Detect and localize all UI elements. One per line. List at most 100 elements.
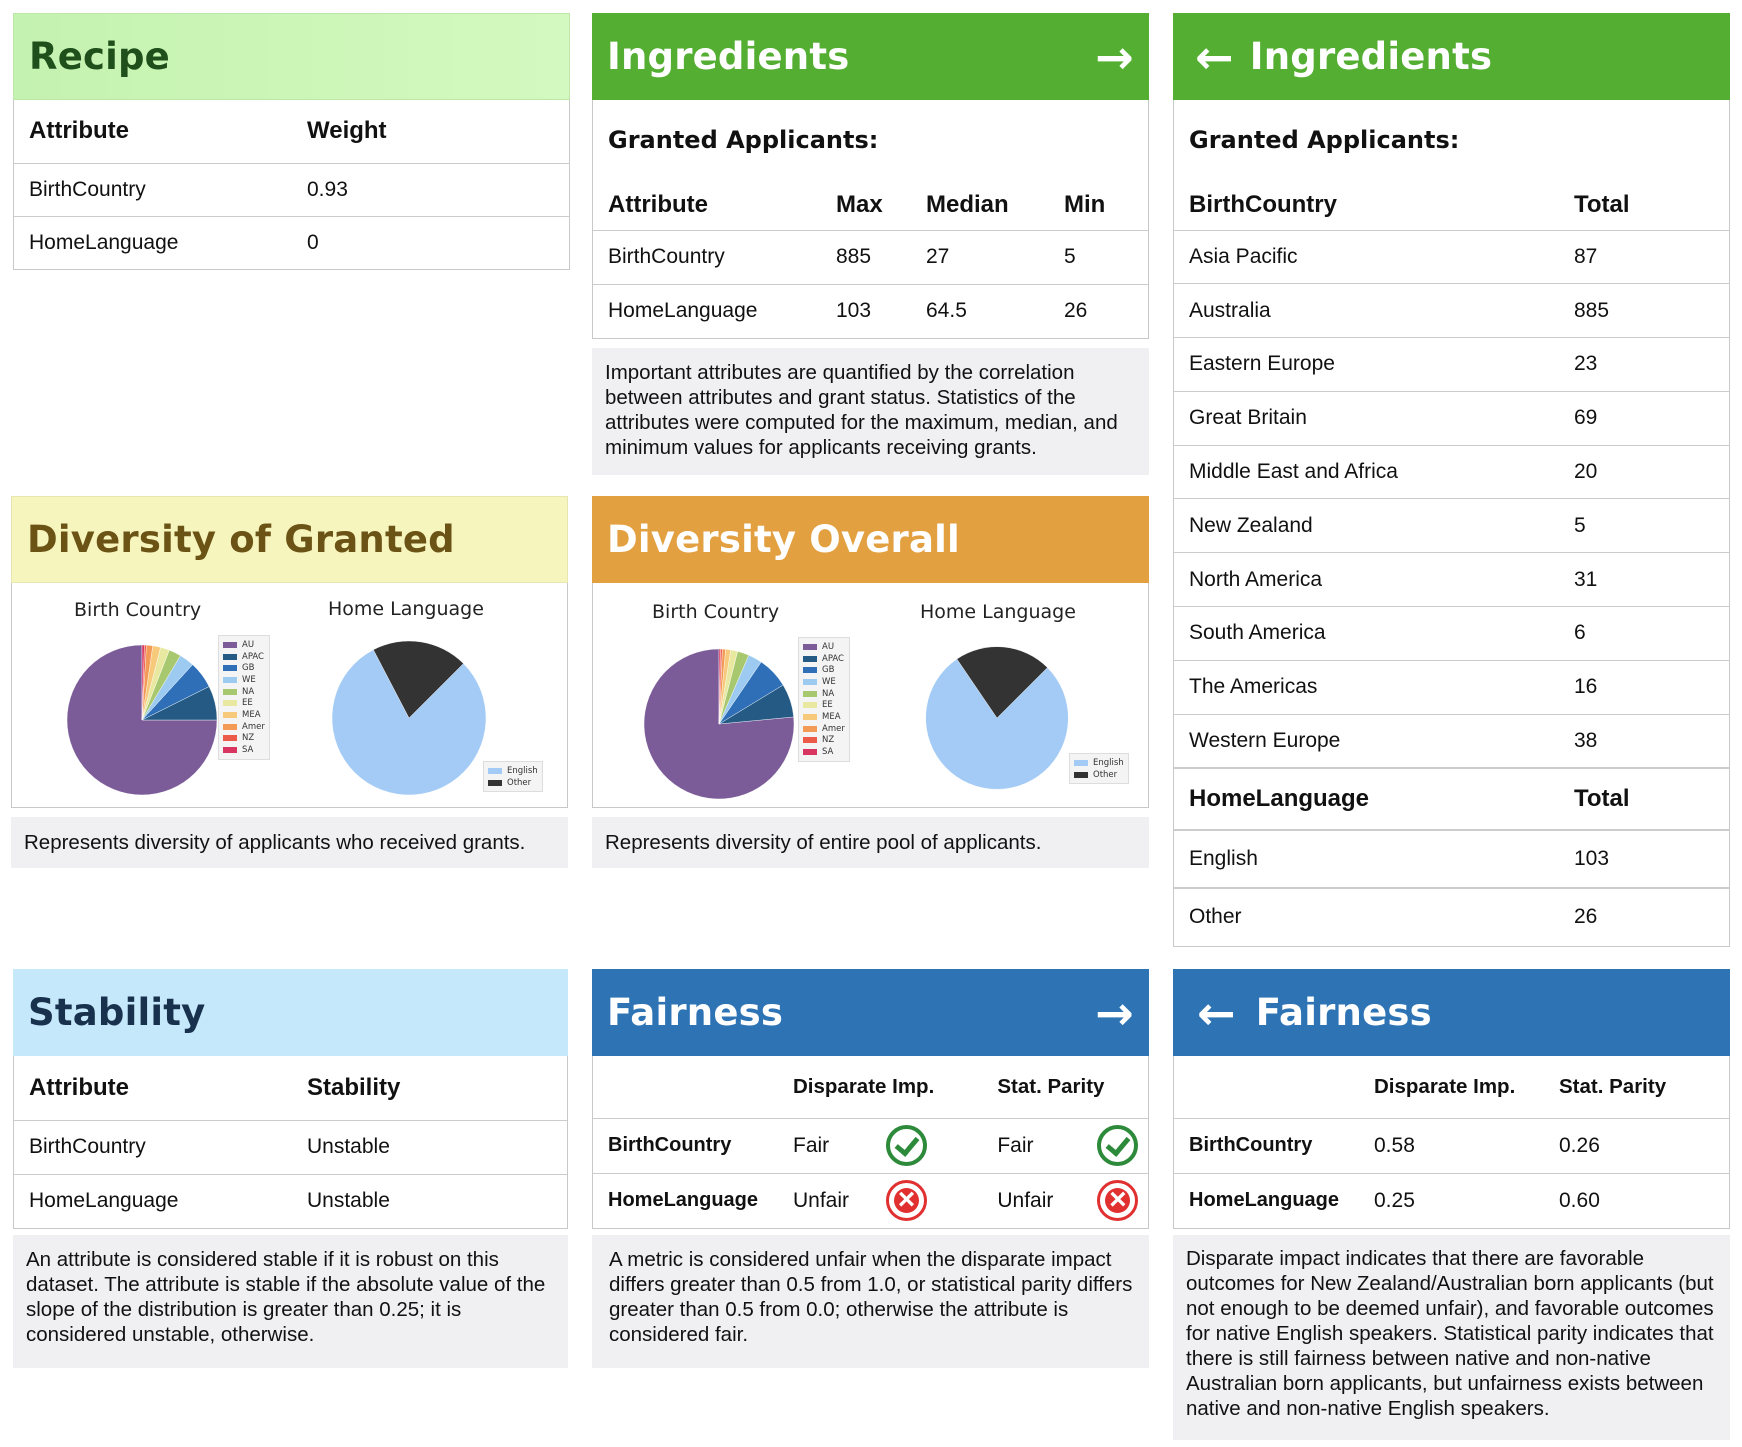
recipe-header-attribute: Attribute bbox=[29, 117, 129, 145]
legend-item: AU bbox=[803, 641, 845, 653]
recipe-header: Recipe bbox=[13, 13, 570, 100]
table-row: Middle East and Africa 20 bbox=[1174, 445, 1729, 499]
cell: 885 bbox=[836, 245, 872, 268]
col-header: Max bbox=[836, 190, 883, 218]
cell: Fair bbox=[793, 1133, 830, 1157]
ingredients-detail-card: ← Ingredients Granted Applicants: BirthC… bbox=[1173, 13, 1730, 947]
recipe-header-weight: Weight bbox=[307, 117, 387, 145]
cell: Australia bbox=[1189, 298, 1271, 322]
legend-item: APAC bbox=[223, 651, 265, 663]
fairness-note: A metric is considered unfair when the d… bbox=[592, 1235, 1149, 1368]
legend-birth-country: AU APAC GB WE NA EE MEA Amer NZ SA bbox=[218, 635, 270, 760]
recipe-table-box: Attribute Weight BirthCountry 0.93 HomeLan… bbox=[13, 100, 570, 270]
legend-label: MEA bbox=[242, 709, 261, 720]
table-row: Western Europe 38 bbox=[1174, 714, 1729, 768]
ingredients-title: Ingredients bbox=[607, 35, 850, 78]
recipe-table: Attribute Weight BirthCountry 0.93 HomeLan… bbox=[14, 100, 569, 269]
table-row: South America 6 bbox=[1174, 607, 1729, 661]
cell: South America bbox=[1189, 621, 1326, 645]
stability-note: An attribute is considered stable if it … bbox=[13, 1235, 568, 1368]
cell: 27 bbox=[926, 245, 950, 268]
stability-header: Stability bbox=[13, 969, 568, 1056]
cell: English bbox=[1189, 846, 1258, 870]
pie-slice-sa bbox=[718, 648, 721, 725]
table-row: HomeLanguage 0.25 0.60 bbox=[1174, 1173, 1729, 1228]
table-row: Asia Pacific 87 bbox=[1174, 230, 1729, 284]
table-row: BirthCountry Unstable bbox=[14, 1120, 567, 1174]
cell: 26 bbox=[1574, 905, 1598, 929]
col-header: Total bbox=[1574, 190, 1630, 218]
cell: 38 bbox=[1574, 728, 1598, 752]
diversity-granted-card: Diversity of Granted Birth Country Home … bbox=[11, 496, 568, 868]
cell: Other bbox=[1189, 905, 1242, 929]
cell: 87 bbox=[1574, 244, 1598, 268]
legend-swatch bbox=[803, 702, 817, 709]
legend-item: NA bbox=[223, 686, 265, 698]
pie-slice-au bbox=[643, 648, 795, 800]
legend-label: English bbox=[507, 765, 538, 776]
cell: Asia Pacific bbox=[1189, 244, 1298, 268]
cell: HomeLanguage bbox=[29, 230, 179, 254]
legend-label: APAC bbox=[242, 651, 264, 662]
legend-swatch bbox=[803, 749, 817, 756]
ingredients-detail-subtitle: Granted Applicants: bbox=[1189, 126, 1460, 154]
fairness-detail-note: Disparate impact indicates that there ar… bbox=[1173, 1235, 1730, 1440]
pie-title-birth-country: Birth Country bbox=[74, 599, 202, 621]
col-header: Stat. Parity bbox=[1559, 1074, 1667, 1098]
legend-item: WE bbox=[803, 676, 845, 688]
arrow-right-icon[interactable]: → bbox=[1095, 29, 1134, 84]
table-row: BirthCountry 885 27 5 bbox=[593, 230, 1148, 284]
legend-swatch bbox=[223, 641, 237, 648]
legend-item: NZ bbox=[803, 735, 845, 747]
arrow-left-icon[interactable]: ← bbox=[1197, 985, 1236, 1040]
recipe-title: Recipe bbox=[29, 35, 170, 78]
cell: 6 bbox=[1574, 621, 1586, 645]
legend-item: GB bbox=[803, 664, 845, 676]
ingredients-card: Ingredients → Granted Applicants: Attrib… bbox=[592, 13, 1149, 475]
legend-item: Other bbox=[1074, 769, 1124, 781]
pie-title-home-language: Home Language bbox=[328, 598, 484, 620]
col-header bbox=[1174, 1056, 1359, 1118]
check-icon bbox=[886, 1125, 927, 1166]
cell: New Zealand bbox=[1189, 513, 1313, 537]
legend-label: SA bbox=[242, 745, 254, 756]
legend-swatch bbox=[488, 779, 502, 786]
pie-slice-other bbox=[373, 640, 464, 719]
cell: BirthCountry bbox=[1189, 1134, 1313, 1156]
table-row: North America 31 bbox=[1174, 553, 1729, 607]
col-header: Stability bbox=[307, 1073, 401, 1101]
cell: 16 bbox=[1574, 675, 1598, 699]
pie-title-birth-country: Birth Country bbox=[652, 601, 780, 623]
legend-swatch bbox=[488, 767, 502, 774]
diversity-granted-note: Represents diversity of applicants who r… bbox=[11, 817, 568, 868]
col-header: Disparate Imp. bbox=[1374, 1074, 1516, 1098]
table-row: BirthCountry 0.58 0.26 bbox=[1174, 1118, 1729, 1173]
ingredients-detail-box: Granted Applicants: BirthCountry Total As… bbox=[1173, 100, 1730, 947]
cell: Unstable bbox=[307, 1135, 390, 1158]
cell: HomeLanguage bbox=[1189, 1189, 1340, 1212]
legend-label: NA bbox=[822, 688, 835, 699]
cell: 64.5 bbox=[926, 299, 967, 323]
cell: HomeLanguage bbox=[608, 299, 758, 323]
cell: 31 bbox=[1574, 567, 1598, 591]
legend-item: GB bbox=[223, 662, 265, 674]
arrow-left-icon[interactable]: ← bbox=[1195, 29, 1234, 84]
arrow-right-icon[interactable]: → bbox=[1095, 985, 1134, 1040]
cell: BirthCountry bbox=[29, 1135, 146, 1158]
col-header: Disparate Imp. bbox=[793, 1074, 935, 1098]
legend-swatch bbox=[803, 737, 817, 744]
legend-swatch bbox=[803, 690, 817, 697]
cell: 20 bbox=[1574, 460, 1598, 484]
fairness-detail-table: Disparate Imp. Stat. Parity BirthCountry 0… bbox=[1174, 1056, 1729, 1228]
legend-item: Amer bbox=[803, 723, 845, 735]
diversity-granted-charts: Birth Country Home Language AU APAC GB WE NA… bbox=[11, 583, 568, 808]
legend-label: GB bbox=[242, 663, 255, 674]
recipe-card: Recipe Attribute Weight BirthCountry 0.93 … bbox=[13, 13, 570, 270]
legend-swatch bbox=[223, 665, 237, 672]
ingredients-header: Ingredients → bbox=[592, 13, 1149, 100]
legend-swatch bbox=[223, 676, 237, 683]
legend-item: SA bbox=[803, 746, 845, 758]
check-icon bbox=[1097, 1125, 1139, 1166]
table-row: BirthCountry Fair Fair bbox=[593, 1118, 1148, 1173]
legend-swatch bbox=[223, 700, 237, 707]
